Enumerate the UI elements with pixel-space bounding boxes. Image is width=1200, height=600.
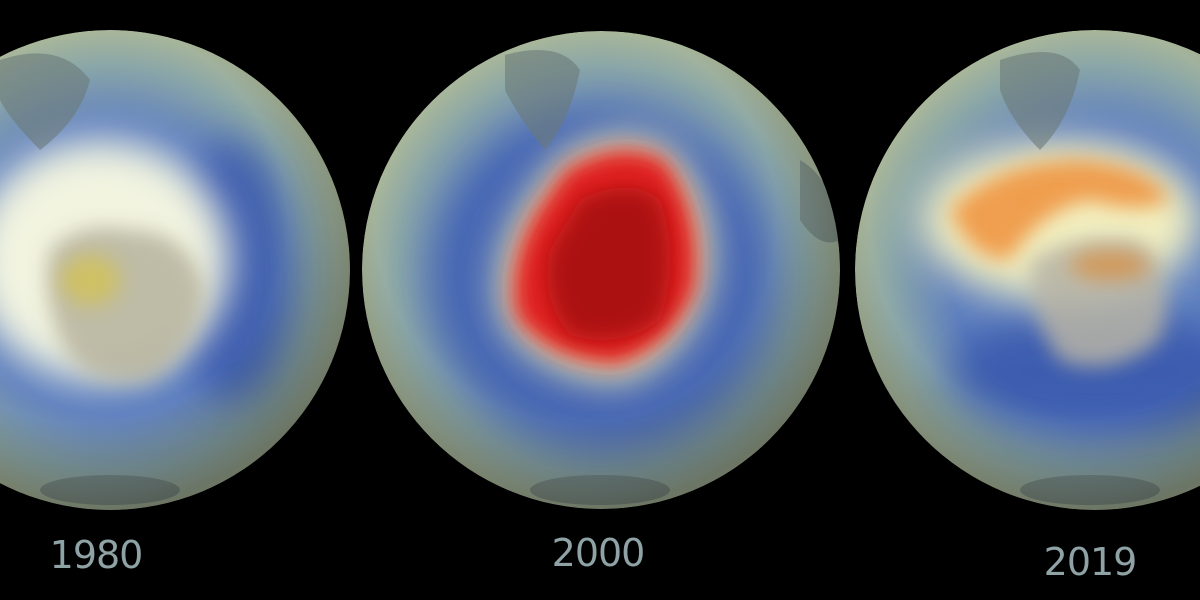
year-label: 2000	[552, 531, 645, 575]
globe-2000	[362, 31, 840, 509]
year-label: 2019	[1044, 540, 1137, 584]
globe-1980	[0, 30, 350, 510]
year-label: 1980	[50, 533, 143, 577]
globe-2019	[855, 30, 1200, 510]
